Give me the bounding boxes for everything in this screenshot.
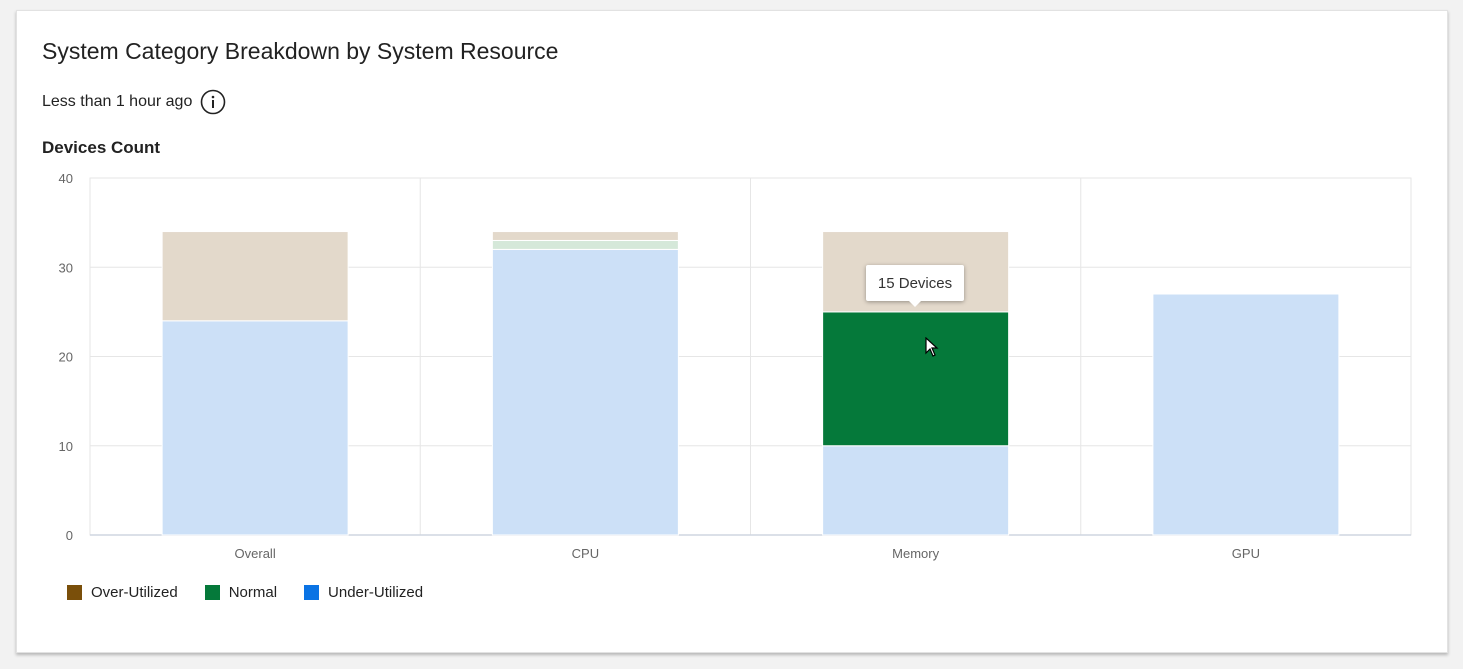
bar-overall-over-utilized bbox=[161, 231, 349, 322]
mouse-pointer-icon bbox=[925, 337, 939, 357]
legend-item-normal[interactable]: Normal bbox=[204, 584, 278, 601]
y-axis-label: Devices Count bbox=[42, 138, 161, 157]
subtitle-row: Less than 1 hour ago bbox=[42, 89, 226, 115]
info-icon[interactable] bbox=[200, 89, 226, 115]
legend-swatch-over-utilized bbox=[67, 585, 82, 600]
legend-item-under-utilized[interactable]: Under-Utilized bbox=[304, 584, 423, 601]
y-tick-label: 0 bbox=[66, 528, 73, 543]
bar-tooltip: 15 Devices bbox=[866, 265, 964, 307]
legend-label-over-utilized: Over-Utilized bbox=[91, 584, 178, 601]
x-tick-label-overall: Overall bbox=[235, 546, 276, 561]
bar-memory-under-utilized bbox=[822, 445, 1010, 536]
bar-cpu-normal bbox=[491, 239, 679, 250]
x-tick-label-cpu: CPU bbox=[572, 546, 599, 561]
y-tick-label: 40 bbox=[59, 171, 73, 186]
y-tick-label: 10 bbox=[59, 439, 73, 454]
bar-overall-under-utilized bbox=[161, 320, 349, 536]
bar-cpu-under-utilized bbox=[491, 248, 679, 536]
bar-cpu-over-utilized bbox=[491, 231, 679, 241]
y-tick-label: 30 bbox=[59, 260, 73, 275]
legend-swatch-under-utilized bbox=[304, 585, 320, 600]
stacked-bar-chart: 0 10 20 30 40 Overall CPU Memory GPU bbox=[59, 171, 1412, 561]
chart-legend: Over-Utilized Normal Under-Utilized bbox=[67, 584, 450, 601]
y-tick-label: 20 bbox=[59, 350, 73, 365]
x-tick-label-memory: Memory bbox=[892, 546, 939, 561]
x-tick-label-gpu: GPU bbox=[1232, 546, 1260, 561]
legend-label-normal: Normal bbox=[228, 584, 278, 601]
chart-card: System Category Breakdown by System Reso… bbox=[16, 10, 1448, 653]
legend-item-over-utilized[interactable]: Over-Utilized bbox=[67, 584, 178, 601]
legend-swatch-normal bbox=[204, 585, 220, 600]
legend-label-under-utilized: Under-Utilized bbox=[328, 584, 424, 601]
last-updated-text: Less than 1 hour ago bbox=[42, 93, 193, 110]
bar-memory-normal bbox=[822, 311, 1010, 447]
card-title: System Category Breakdown by System Reso… bbox=[42, 38, 559, 64]
bar-gpu-under-utilized bbox=[1152, 293, 1340, 536]
